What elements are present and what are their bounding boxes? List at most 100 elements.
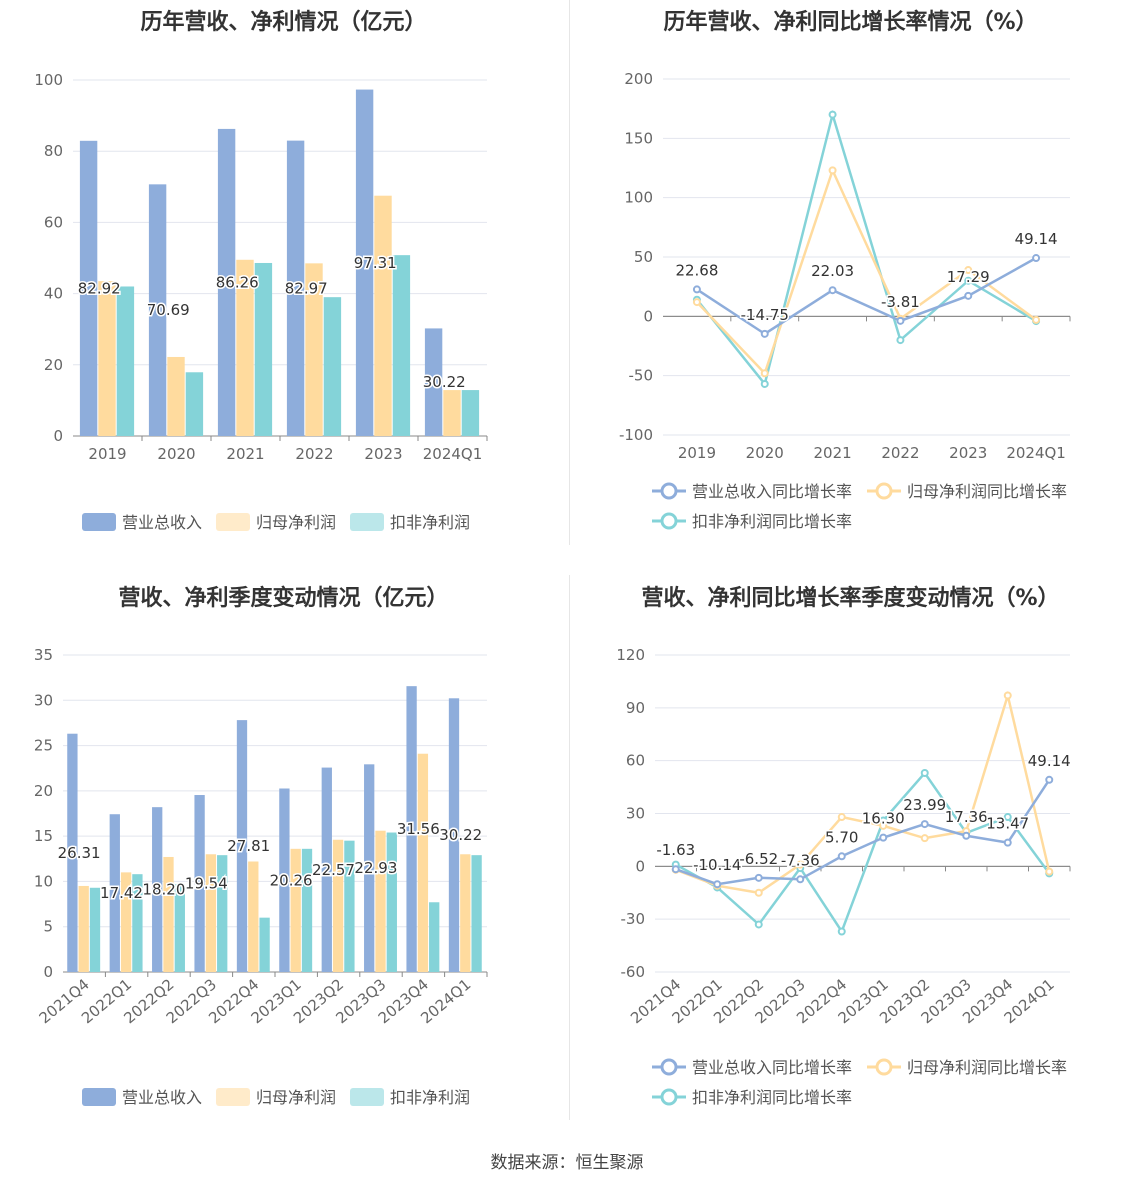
quarterly_growth-point [1003, 813, 1012, 822]
annual_amounts-ytick-label: 20 [44, 356, 63, 374]
annual-growth-panel: 历年营收、净利同比增长率情况（%） -100 -50 0 50 100 150 200 201… [567, 0, 1134, 560]
annual_amounts-legend-swatch [350, 513, 384, 531]
annual_growth-legend-label: 归母净利润同比增长率 [907, 482, 1067, 501]
quarterly_amounts-bar-net-profit [120, 872, 132, 972]
annual_growth-xtick-label: 2022 [881, 444, 919, 462]
annual_growth-data-label: 17.29 [947, 268, 990, 286]
annual_growth-ytick-label: -50 [629, 367, 654, 385]
quarterly_growth-data-label: -6.52 [739, 850, 778, 868]
quarterly_growth-point [920, 834, 929, 843]
quarterly_amounts-bar-net-profit [78, 885, 89, 972]
annual_amounts-bar-deducted-profit [254, 262, 273, 436]
quarterly_growth-data-label: 49.14 [1028, 752, 1071, 770]
quarterly_growth-data-label: 5.70 [825, 828, 858, 846]
quarterly_growth-point [754, 873, 763, 882]
quarterly_amounts-bar-revenue [109, 814, 120, 972]
annual-growth-chart: -100 -50 0 50 100 150 200 2019 2020 2021 2022 2023 2… [619, 70, 1071, 531]
quarterly_growth-data-label: -7.36 [781, 851, 820, 869]
quarterly_amounts-data-label: 18.20 [142, 881, 185, 899]
quarterly_growth-legend-label: 营业总收入同比增长率 [692, 1058, 852, 1077]
quarterly_growth-point [837, 852, 846, 861]
annual_growth-series-line [696, 256, 1037, 336]
quarterly_amounts-bar-deducted-profit [132, 874, 143, 972]
annual_amounts-bar-net-profit [167, 356, 185, 436]
quarterly_amounts-data-label: 27.81 [227, 837, 270, 855]
quarterly_amounts-bar-net-profit [332, 839, 344, 972]
annual_amounts-bar-net-profit [98, 281, 116, 436]
annual_amounts-legend-label: 归母净利润 [256, 513, 336, 532]
quarterly_amounts-bar-revenue [152, 807, 163, 972]
quarterly_growth-legend-label: 归母净利润同比增长率 [907, 1058, 1067, 1077]
quarterly_amounts-bar-deducted-profit [174, 884, 185, 972]
quarterly_growth-point [1003, 691, 1012, 700]
quarterly_amounts-data-label: 22.93 [354, 859, 397, 877]
annual_growth-point [760, 379, 769, 388]
quarterly_amounts-bar-revenue [321, 767, 332, 972]
quarterly_amounts-data-label: 17.42 [100, 884, 143, 902]
quarterly_amounts-bar-deducted-profit [386, 832, 397, 972]
quarterly_amounts-bar-deducted-profit [89, 887, 101, 972]
quarterly_amounts-bar-revenue [236, 720, 248, 972]
annual_growth-data-label: 22.03 [811, 262, 854, 280]
quarterly_growth-point [671, 865, 680, 874]
quarterly_growth-point [754, 888, 763, 897]
annual_amounts-bar-deducted-profit [323, 297, 342, 436]
quarterly_amounts-bar-revenue [194, 795, 205, 972]
annual_growth-point [828, 110, 837, 119]
annual_amounts-bar-revenue [148, 184, 167, 436]
quarterly_amounts-legend-swatch [82, 1088, 116, 1106]
annual_growth-ytick-label: 0 [643, 307, 653, 325]
quarterly_amounts-data-label: 19.54 [185, 875, 228, 893]
annual_growth-point [692, 298, 701, 307]
quarterly_amounts-ytick-label: 15 [34, 827, 53, 845]
vertical-divider-top [569, 0, 570, 545]
annual_amounts-bar-net-profit [374, 195, 392, 436]
annual_growth-data-label: 49.14 [1015, 230, 1058, 248]
quarterly_growth-ytick-label: 0 [635, 857, 645, 875]
quarterly_amounts-legend-label: 营业总收入 [122, 1088, 202, 1107]
quarterly_amounts-bar-revenue [364, 764, 375, 972]
quarterly_amounts-bar-net-profit [417, 753, 429, 972]
quarterly_growth-ytick-label: 60 [626, 752, 645, 770]
quarterly_amounts-bar-revenue [67, 733, 78, 972]
quarterly_growth-point [754, 920, 763, 929]
annual_growth-ytick-label: 50 [634, 248, 653, 266]
annual_amounts-ytick-label: 100 [34, 71, 63, 89]
annual_amounts-legend-label: 扣非净利润 [390, 513, 470, 532]
quarterly_growth-point [1003, 838, 1012, 847]
quarterly_growth-data-label: 23.99 [903, 796, 946, 814]
annual_growth-point [964, 291, 973, 300]
annual_amounts-xtick-label: 2024Q1 [423, 445, 483, 463]
quarterly_amounts-bar-deducted-profit [471, 855, 482, 972]
quarterly-growth-title: 营收、净利同比增长率季度变动情况（%） [641, 586, 1060, 611]
annual-amounts-title: 历年营收、净利情况（亿元） [140, 10, 427, 35]
quarterly-growth-chart: -60-3003060901202021Q42022Q12022Q22022Q3… [616, 646, 1072, 1107]
quarterly_growth-point [962, 831, 971, 840]
annual_growth-xtick-label: 2019 [678, 444, 716, 462]
quarterly_growth-series-line [675, 779, 1051, 886]
quarterly_amounts-ytick-label: 5 [43, 918, 53, 936]
annual_growth-legend-marker [875, 482, 893, 500]
annual_amounts-ytick-label: 60 [44, 213, 63, 231]
quarterly_growth-point [796, 875, 805, 884]
quarterly_amounts-bar-revenue [406, 686, 417, 972]
quarterly_growth-data-label: 13.47 [986, 815, 1029, 833]
quarterly_amounts-ytick-label: 0 [43, 963, 53, 981]
quarterly_growth-data-label: -1.63 [656, 841, 695, 859]
quarterly_amounts-bar-net-profit [460, 854, 471, 972]
annual_amounts-bar-revenue [217, 128, 236, 436]
annual_growth-ytick-label: 100 [624, 189, 653, 207]
quarterly-amounts-panel: 营收、净利季度变动情况（亿元） 0 5 10 15 20 25 30 35 2021Q4 2022… [0, 570, 567, 1130]
annual_growth-point [896, 316, 905, 325]
quarterly_growth-series-line [675, 690, 1051, 895]
quarterly_amounts-bar-deducted-profit [259, 917, 270, 972]
quarterly_amounts-data-label: 22.57 [312, 861, 355, 879]
annual_growth-ytick-label: -100 [619, 426, 653, 444]
quarterly_amounts-data-label: 30.22 [439, 826, 482, 844]
annual_amounts-bar-deducted-profit [392, 255, 411, 436]
quarterly_growth-data-label: -10.14 [693, 856, 741, 874]
annual_growth-legend-label: 营业总收入同比增长率 [692, 482, 852, 501]
quarterly_growth-point [1045, 775, 1054, 784]
annual_growth-point [760, 329, 769, 338]
annual-amounts-chart: 0 20 40 60 80 100 2019 2020 2021 2022 2023 2024Q1 82… [34, 71, 488, 532]
